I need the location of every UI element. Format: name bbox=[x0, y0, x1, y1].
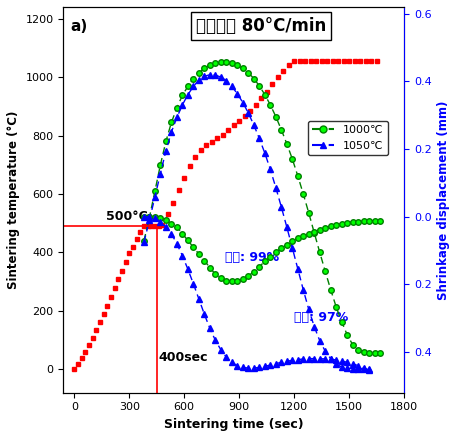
Y-axis label: Shrinkage displacement (mm): Shrinkage displacement (mm) bbox=[437, 100, 450, 300]
Text: 400sec: 400sec bbox=[159, 351, 208, 364]
Text: 승온속도 80°C/min: 승온속도 80°C/min bbox=[196, 17, 326, 35]
Legend: 1000℃, 1050℃: 1000℃, 1050℃ bbox=[308, 120, 388, 155]
Text: 500°C: 500°C bbox=[106, 210, 148, 223]
Text: 밀도: 99%: 밀도: 99% bbox=[224, 251, 279, 264]
Text: 밀도: 97%: 밀도: 97% bbox=[294, 311, 348, 324]
Text: a): a) bbox=[70, 18, 87, 34]
X-axis label: Sintering time (sec): Sintering time (sec) bbox=[164, 418, 303, 431]
Y-axis label: Sintering temperature (°C): Sintering temperature (°C) bbox=[7, 111, 20, 289]
